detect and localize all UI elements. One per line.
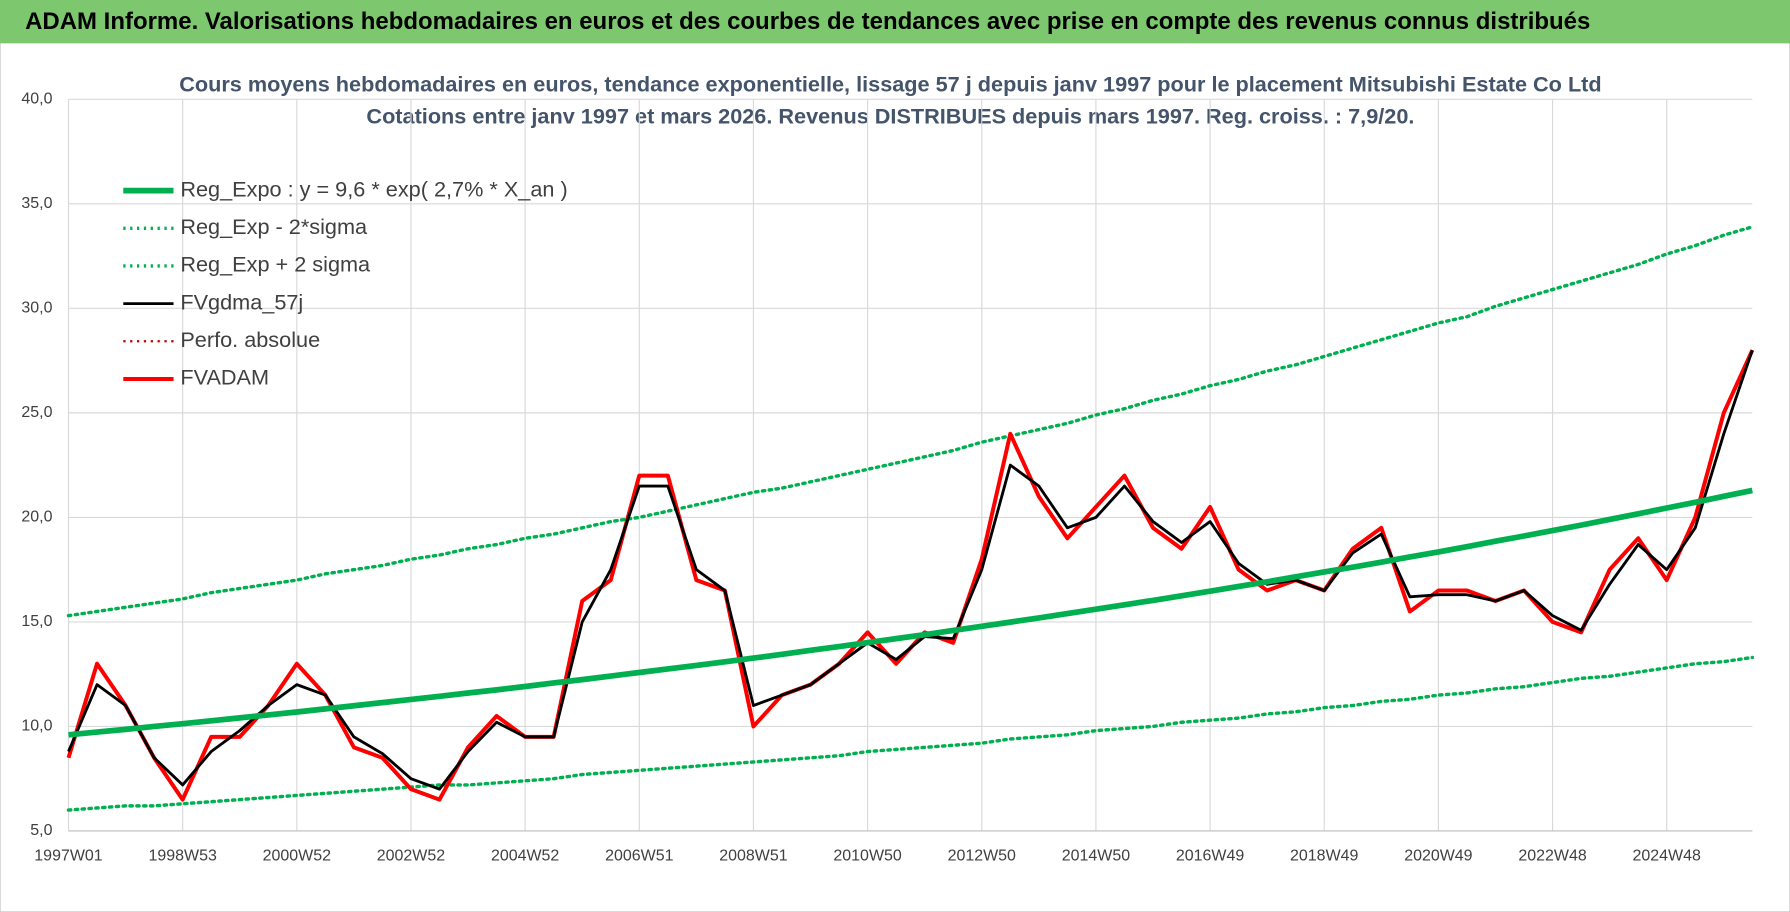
x-tick-label: 2016W49 (1176, 847, 1244, 864)
x-tick-label: 2004W52 (491, 847, 559, 864)
x-tick-label: 2022W48 (1518, 847, 1586, 864)
series-line (66, 225, 1755, 618)
y-tick-label: 20,0 (21, 509, 52, 526)
y-tick-label: 10,0 (21, 718, 52, 735)
y-tick-label: 15,0 (21, 613, 52, 630)
series-line (66, 655, 1755, 812)
legend-label: FVgdma_57j (180, 289, 303, 314)
y-tick-label: 35,0 (21, 195, 52, 212)
legend: Reg_Expo : y = 9,6 * exp( 2,7% * X_an ) R… (123, 176, 568, 390)
y-tick-label: 30,0 (21, 300, 52, 317)
y-tick-label: 5,0 (30, 822, 52, 839)
x-tick-label: 2020W49 (1404, 847, 1472, 864)
y-tick-label: 40,0 (21, 91, 52, 108)
header-title: ADAM Informe. Valorisations hebdomadaire… (25, 8, 1590, 35)
x-tick-label: 1997W01 (34, 847, 102, 864)
x-tick-label: 1998W53 (148, 847, 216, 864)
series-line (67, 349, 1754, 791)
chart-title: Cours moyens hebdomadaires en euros, ten… (179, 71, 1601, 96)
legend-label: Perfo. absolue (180, 327, 320, 352)
y-tick-label: 25,0 (21, 404, 52, 421)
x-tick-label: 2008W51 (719, 847, 787, 864)
legend-label: Reg_Exp + 2 sigma (180, 252, 371, 277)
series-line (68, 487, 1753, 738)
chart-subtitle: Cotations entre janv 1997 et mars 2026. … (366, 103, 1414, 128)
legend-label: Reg_Expo : y = 9,6 * exp( 2,7% * X_an ) (180, 176, 567, 201)
x-tick-label: 2006W51 (605, 847, 673, 864)
legend-label: FVADAM (180, 365, 269, 390)
x-tick-label: 2024W48 (1633, 847, 1701, 864)
legend-label: Reg_Exp - 2*sigma (180, 214, 368, 239)
x-tick-label: 2018W49 (1290, 847, 1358, 864)
x-tick-label: 2014W50 (1062, 847, 1130, 864)
x-tick-label: 2002W52 (377, 847, 445, 864)
x-tick-label: 2000W52 (263, 847, 331, 864)
x-tick-label: 2010W50 (833, 847, 901, 864)
plot (66, 225, 1755, 812)
header-bar (0, 0, 1790, 44)
x-tick-label: 2012W50 (948, 847, 1016, 864)
grid: 5,0 10,0 15,0 20,0 25,0 30,0 35,0 40,0 1997W01 19… (21, 91, 1753, 864)
